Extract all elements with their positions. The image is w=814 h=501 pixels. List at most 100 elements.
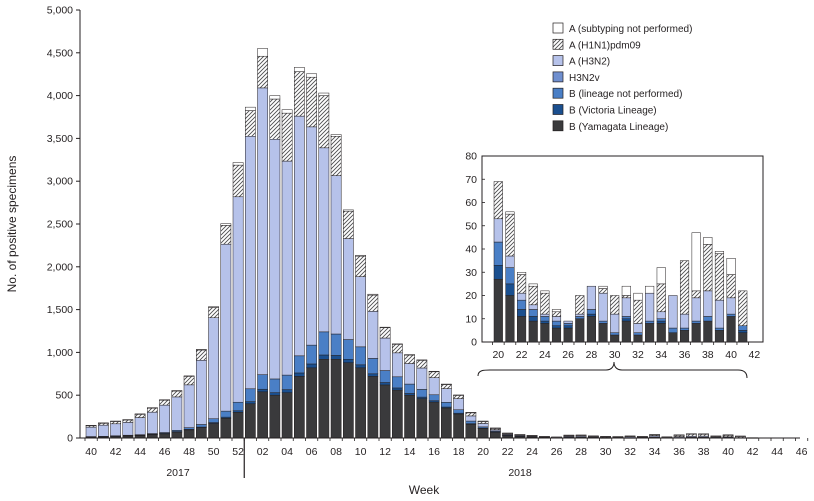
bar-segment-b-yamagata-lineage: [392, 389, 403, 439]
legend-swatch-b-yamagata-lineage: [552, 120, 564, 132]
bar-segment-a-subtyping-not-performed: [367, 293, 379, 296]
bar-segment-a-subtyping-not-performed: [600, 436, 611, 438]
legend-label: B (Victoria Lineage): [569, 106, 657, 117]
x-tick-label: 28: [575, 446, 587, 458]
inset-bar-segment-a-subtyping-not-performed: [656, 267, 666, 285]
y-tick-label: 4,000: [47, 90, 73, 102]
inset-bar-segment-a-subtyping-not-performed: [726, 258, 736, 275]
bar-segment-a-h3n2: [220, 243, 232, 412]
x-tick-label: 26: [551, 446, 563, 458]
bar-segment-b-yamagata-lineage: [404, 394, 415, 439]
bar-segment-b-victoria-lineage: [355, 364, 366, 369]
bar-segment-a-subtyping-not-performed: [526, 435, 538, 437]
bar-segment-a-subtyping-not-performed: [220, 223, 232, 226]
bar-segment-b-lineage-not-performed: [392, 376, 403, 389]
y-tick-label: 2,000: [47, 261, 73, 273]
bar-segment-b-lineage-not-performed: [343, 339, 354, 360]
bar-segment-a-h1n1-pdm09: [355, 255, 366, 277]
inset-bar-segment-a-h3n2: [633, 323, 643, 333]
bar-segment-a-subtyping-not-performed: [257, 48, 268, 57]
inset-bar-segment-b-yamagata-lineage: [703, 320, 713, 343]
bar-segment-b-lineage-not-performed: [232, 401, 244, 412]
bar-segment-a-h3n2: [330, 175, 342, 335]
inset-bar-segment-b-yamagata-lineage: [668, 332, 678, 343]
bar-segment-a-h3n2: [367, 311, 379, 359]
year-label-2018: 2018: [508, 467, 532, 479]
bar-segment-a-subtyping-not-performed: [441, 383, 452, 385]
inset-bar-segment-b-yamagata-lineage: [540, 323, 550, 343]
inset-bar-segment-a-h3n2: [656, 311, 666, 319]
x-tick-label: 08: [330, 446, 342, 458]
bar-segment-b-victoria-lineage: [318, 354, 330, 360]
bar-segment-a-subtyping-not-performed: [306, 73, 317, 78]
bar-segment-b-yamagata-lineage: [306, 367, 317, 439]
x-tick-label: 40: [85, 446, 97, 458]
bar-segment-a-subtyping-not-performed: [159, 399, 170, 401]
bar-segment-b-lineage-not-performed: [367, 358, 379, 375]
bar-segment-b-yamagata-lineage: [416, 398, 428, 439]
inset-bar-segment-b-yamagata-lineage: [633, 334, 643, 343]
bar-segment-a-subtyping-not-performed: [134, 413, 146, 415]
inset-y-tick-label: 50: [465, 220, 477, 232]
inset-bar-segment-b-lineage-not-performed: [645, 320, 655, 324]
inset-bar-segment-b-lineage-not-performed: [563, 323, 573, 326]
bar-segment-a-h3n2: [428, 377, 440, 396]
x-tick-label: 52: [232, 446, 244, 458]
inset-bar-segment-a-subtyping-not-performed: [691, 232, 701, 292]
bar-segment-b-lineage-not-performed: [330, 333, 342, 356]
x-tick-label: 30: [600, 446, 612, 458]
bar-segment-a-subtyping-not-performed: [110, 420, 121, 422]
y-tick-label: 4,500: [47, 47, 73, 59]
inset-bar-segment-a-h1n1-pdm09: [598, 288, 608, 294]
inset-bar-segment-a-subtyping-not-performed: [528, 283, 538, 287]
bar-segment-a-h1n1-pdm09: [379, 327, 391, 339]
y-tick-label: 0: [67, 433, 73, 445]
bar-segment-a-subtyping-not-performed: [232, 162, 244, 166]
x-tick-label: 18: [453, 446, 465, 458]
bar-segment-a-subtyping-not-performed: [490, 427, 501, 429]
inset-bar-segment-a-h3n2: [668, 295, 678, 329]
inset-x-tick-label: 30: [609, 349, 621, 361]
bar-segment-b-lineage-not-performed: [208, 418, 219, 423]
bar-segment-a-subtyping-not-performed: [147, 407, 158, 409]
bar-segment-a-h3n2: [441, 388, 452, 403]
bar-segment-b-yamagata-lineage: [318, 359, 330, 439]
bar-segment-b-victoria-lineage: [330, 355, 342, 360]
inset-x-tick-label: 20: [492, 349, 504, 361]
legend-swatch-h3n2v: [552, 71, 564, 83]
bar-segment-a-h3n2: [122, 422, 134, 436]
bar-segment-a-h3n2: [147, 411, 158, 434]
inset-bar-segment-a-h3n2: [517, 292, 527, 301]
inset-bar-segment-a-h3n2: [598, 292, 608, 322]
bar-segment-a-h3n2: [183, 384, 195, 428]
bar-segment-a-subtyping-not-performed: [514, 434, 526, 436]
inset-bar-segment-a-h3n2: [714, 299, 725, 329]
bar-segment-b-lineage-not-performed: [281, 374, 293, 390]
bar-segment-a-subtyping-not-performed: [698, 433, 709, 435]
bar-segment-a-h3n2: [281, 160, 293, 376]
bar-segment-b-yamagata-lineage: [159, 433, 170, 439]
bar-segment-b-lineage-not-performed: [318, 331, 330, 356]
y-tick-label: 5,000: [47, 5, 73, 17]
bar-segment-b-yamagata-lineage: [441, 407, 452, 439]
x-tick-label: 46: [796, 446, 808, 458]
x-tick-label: 14: [404, 446, 416, 458]
legend-label: B (Yamagata Lineage): [569, 122, 668, 133]
inset-bar-segment-a-subtyping-not-performed: [517, 272, 527, 275]
bar-segment-b-lineage-not-performed: [306, 344, 317, 365]
inset-bar-segment-a-h1n1-pdm09: [528, 285, 538, 306]
bar-segment-a-h1n1-pdm09: [367, 294, 379, 312]
bar-segment-a-h3n2: [355, 276, 366, 348]
inset-bar-segment-b-yamagata-lineage: [656, 323, 666, 343]
bar-segment-b-lineage-not-performed: [355, 346, 366, 366]
inset-bar-segment-b-lineage-not-performed: [621, 316, 631, 319]
bar-segment-a-h1n1-pdm09: [269, 98, 281, 140]
bar-segment-a-subtyping-not-performed: [686, 433, 697, 435]
bar-segment-b-lineage-not-performed: [441, 402, 452, 408]
bar-segment-a-subtyping-not-performed: [673, 434, 685, 436]
inset-bar-segment-a-h1n1-pdm09: [540, 292, 550, 315]
x-tick-label: 10: [355, 446, 367, 458]
bar-segment-a-subtyping-not-performed: [661, 436, 673, 438]
bar-segment-b-victoria-lineage: [294, 372, 305, 377]
